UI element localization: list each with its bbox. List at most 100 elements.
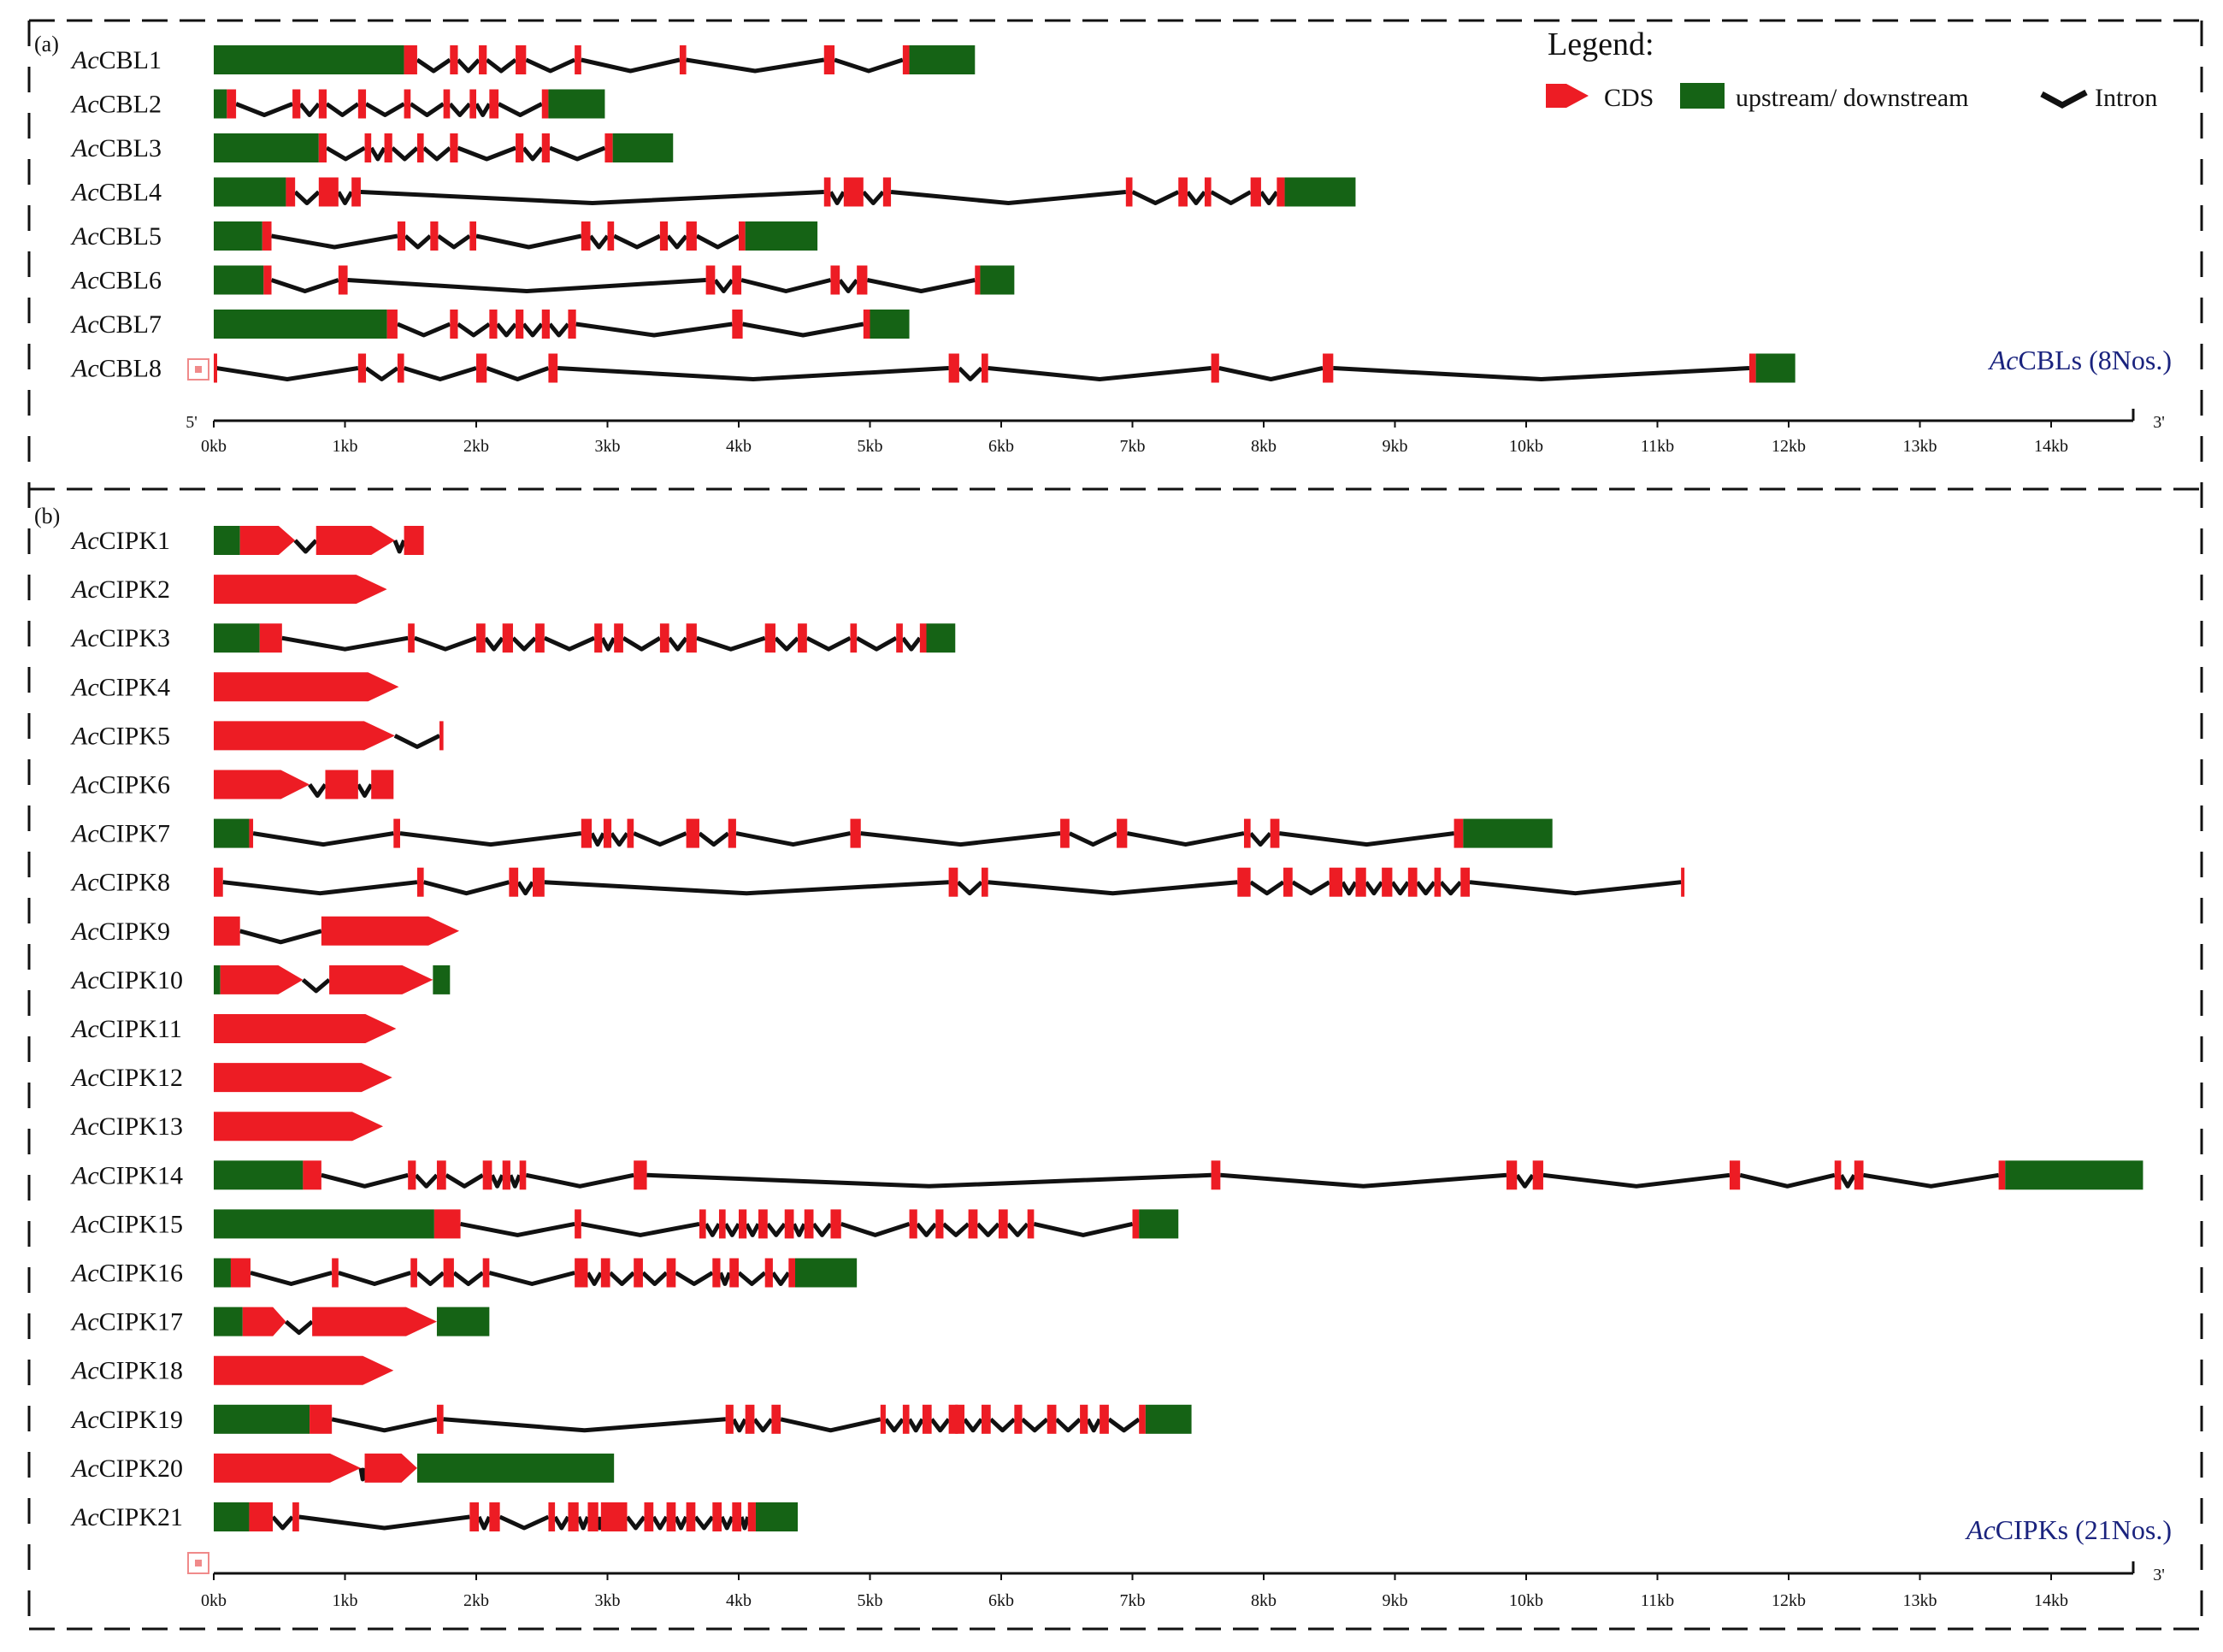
intron bbox=[495, 322, 517, 338]
cds-block bbox=[843, 177, 864, 207]
cds-block bbox=[318, 89, 327, 119]
gene-name: AcCIPK1 bbox=[70, 527, 170, 555]
intron bbox=[516, 881, 535, 896]
cds-block bbox=[220, 965, 304, 994]
scale-tick-label: 1kb bbox=[333, 1591, 358, 1610]
scale-tick-label: 1kb bbox=[333, 437, 358, 456]
gene-row: AcCBL5 bbox=[70, 221, 818, 251]
intron bbox=[633, 831, 687, 847]
intron bbox=[840, 1222, 911, 1237]
cds-block bbox=[666, 1258, 676, 1288]
utr-block bbox=[2005, 1160, 2143, 1190]
utr-block bbox=[214, 177, 286, 207]
cds-block bbox=[397, 353, 404, 383]
intron bbox=[586, 1271, 603, 1286]
cds-block bbox=[416, 133, 424, 162]
intron bbox=[696, 635, 766, 652]
intron bbox=[675, 1271, 714, 1286]
intron bbox=[1259, 191, 1279, 205]
scale-tick-label: 14kb bbox=[2034, 1591, 2068, 1610]
gene-row: AcCIPK12 bbox=[70, 1063, 392, 1093]
intron bbox=[325, 102, 360, 117]
gene-row: AcCIPK15 bbox=[70, 1209, 1179, 1239]
utr-block bbox=[214, 1160, 304, 1190]
end-3-label: 3' bbox=[2153, 1566, 2165, 1584]
cds-block bbox=[450, 133, 458, 162]
intron bbox=[356, 783, 374, 798]
cds-block bbox=[1460, 867, 1470, 897]
family-summary-label: AcCBLs (8Nos.) bbox=[1988, 345, 2172, 375]
cds-block bbox=[686, 1502, 696, 1531]
utr-block bbox=[214, 89, 227, 119]
cds-block bbox=[214, 1453, 361, 1483]
cds-block bbox=[393, 818, 400, 848]
intron bbox=[409, 102, 445, 117]
utr-block bbox=[214, 221, 262, 251]
intron bbox=[239, 929, 322, 945]
intron bbox=[941, 1222, 970, 1237]
intron bbox=[866, 278, 976, 293]
cds-block bbox=[644, 1502, 654, 1531]
family-summary-label: AcCIPKs (21Nos.) bbox=[1965, 1514, 2172, 1545]
intron bbox=[476, 1515, 492, 1531]
intron bbox=[360, 190, 824, 205]
utr-block bbox=[214, 133, 319, 162]
cds-block bbox=[548, 353, 558, 383]
cds-block bbox=[948, 353, 959, 383]
cds-block bbox=[747, 1502, 756, 1531]
scale-tick-label: 7kb bbox=[1120, 1591, 1146, 1610]
legend: Legend: CDS upstream/ downstream Intron bbox=[1546, 27, 2157, 112]
cds-block bbox=[686, 623, 697, 653]
cds-block bbox=[739, 1209, 747, 1239]
intron bbox=[989, 1417, 1017, 1433]
intron bbox=[731, 1418, 747, 1433]
intron bbox=[652, 1515, 669, 1531]
intron bbox=[674, 1515, 688, 1531]
scale-tick-label: 10kb bbox=[1509, 1591, 1543, 1610]
gene-row: AcCIPK3 bbox=[70, 623, 956, 653]
cds-block bbox=[922, 1404, 932, 1434]
utr-block bbox=[1139, 1209, 1179, 1239]
intron bbox=[883, 1418, 905, 1433]
cds-block bbox=[214, 353, 217, 383]
gene-row: AcCBL1 bbox=[70, 45, 976, 74]
cds-block bbox=[227, 89, 237, 119]
cds-block bbox=[1117, 818, 1128, 848]
cds-block bbox=[489, 310, 498, 339]
cds-block bbox=[634, 1258, 643, 1288]
cds-block bbox=[439, 721, 444, 751]
intron bbox=[956, 880, 983, 896]
intron bbox=[735, 831, 851, 847]
cds-block bbox=[798, 623, 807, 653]
utr-block bbox=[214, 45, 404, 74]
intron bbox=[1515, 1173, 1535, 1189]
intron bbox=[235, 102, 294, 117]
intron bbox=[834, 57, 904, 74]
cds-block bbox=[1027, 1209, 1035, 1239]
intron bbox=[588, 234, 610, 250]
cds-block bbox=[262, 221, 272, 251]
intron bbox=[414, 1173, 439, 1189]
cds-block bbox=[450, 310, 458, 339]
utr-block bbox=[1145, 1404, 1192, 1434]
intron bbox=[1863, 1172, 2000, 1189]
gene-name: AcCIPK7 bbox=[70, 820, 170, 848]
cds-block bbox=[416, 867, 424, 897]
cds-block bbox=[1854, 1160, 1864, 1190]
scale-tick-label: 8kb bbox=[1251, 437, 1277, 456]
intron bbox=[474, 103, 492, 117]
scale-tick-label: 6kb bbox=[988, 437, 1014, 456]
gene-row: AcCIPK6 bbox=[70, 770, 394, 799]
gene-name: AcCIPK9 bbox=[70, 917, 170, 946]
cds-block bbox=[679, 45, 687, 74]
scale-bar: 0kb 1kb 2kb 3kb 4kb 5kb 6kb 7kb 8kb 9kb 10kb 11kb 12… bbox=[201, 1561, 2165, 1610]
intron bbox=[1333, 366, 1750, 381]
utr-block bbox=[433, 965, 451, 994]
scale-tick-label: 14kb bbox=[2034, 437, 2068, 456]
cds-block bbox=[603, 818, 612, 848]
intron bbox=[457, 145, 516, 162]
cds-block bbox=[614, 623, 623, 653]
cds-block bbox=[214, 721, 395, 751]
intron bbox=[576, 1516, 590, 1531]
intron bbox=[596, 1516, 604, 1531]
